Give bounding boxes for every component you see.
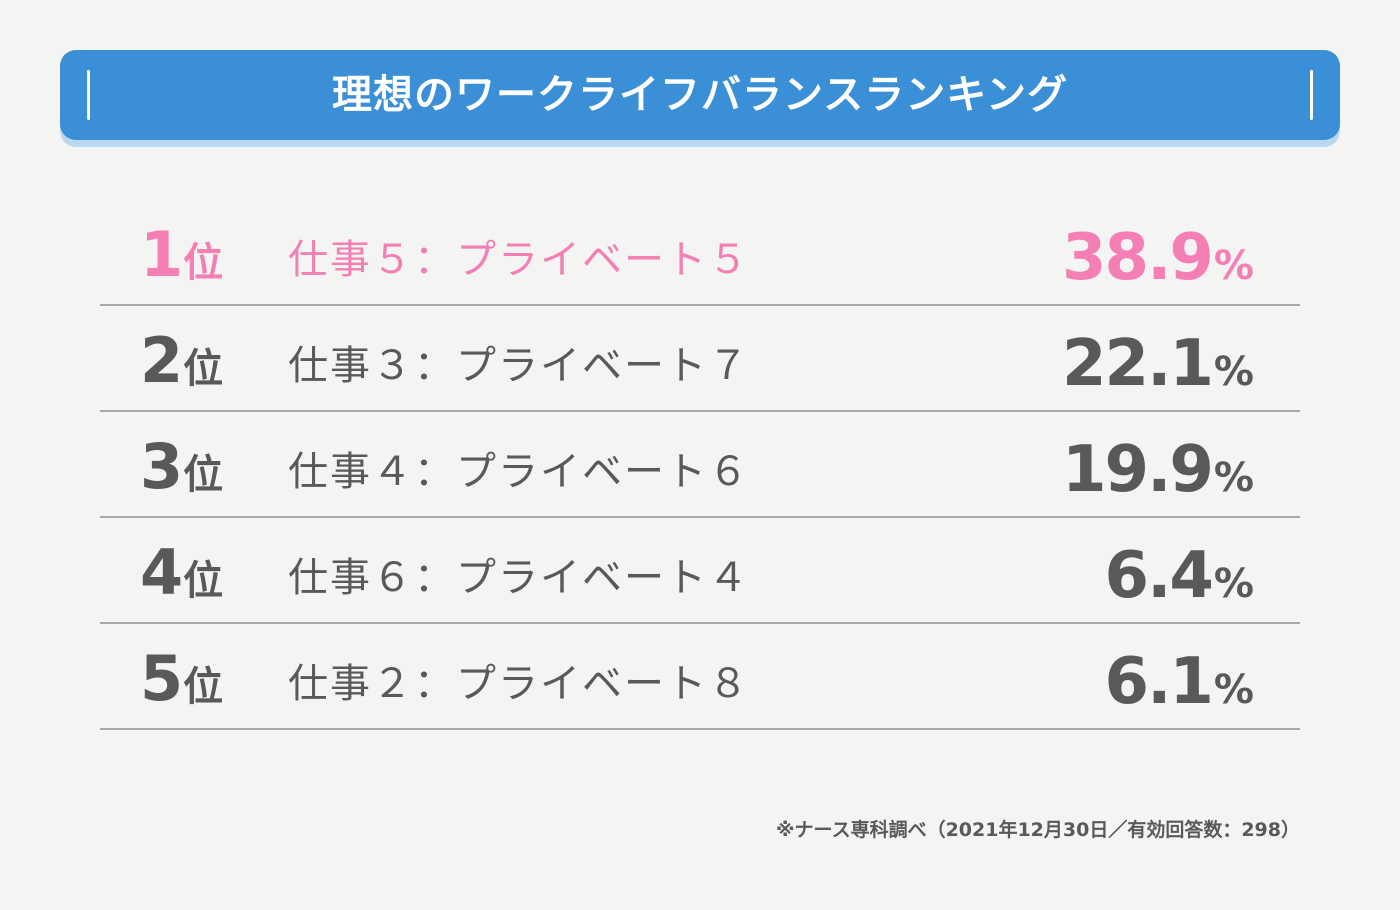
table-row: 3位 仕事４：プライベート６ 19.9% bbox=[100, 412, 1300, 518]
percent-number: 6.1 bbox=[1104, 645, 1214, 719]
rank-suffix: 位 bbox=[183, 452, 224, 498]
ratio-label: 仕事２：プライベート８ bbox=[288, 661, 750, 707]
ratio-label: 仕事４：プライベート６ bbox=[288, 449, 750, 495]
rank-label: 5位 bbox=[140, 648, 223, 710]
table-row: 2位 仕事３：プライベート７ 22.1% bbox=[100, 306, 1300, 412]
percent-value: 22.1% bbox=[1062, 332, 1254, 396]
rank-label: 4位 bbox=[140, 542, 223, 604]
rank-suffix: 位 bbox=[183, 240, 224, 286]
percent-value: 6.1% bbox=[1105, 650, 1254, 714]
rank-label: 1位 bbox=[140, 224, 223, 286]
percent-sign: % bbox=[1213, 455, 1254, 501]
rank-suffix: 位 bbox=[183, 664, 224, 710]
rank-number: 4 bbox=[140, 536, 183, 609]
chart-title: 理想のワークライフバランスランキング bbox=[332, 72, 1068, 118]
ratio-label: 仕事５：プライベート５ bbox=[288, 237, 750, 283]
table-row: 4位 仕事６：プライベート４ 6.4% bbox=[100, 518, 1300, 624]
source-footnote: ※ナース専科調べ（2021年12月30日／有効回答数：298） bbox=[776, 819, 1300, 841]
rank-number: 2 bbox=[140, 324, 183, 397]
table-row: 1位 仕事５：プライベート５ 38.9% bbox=[100, 200, 1300, 306]
ranking-table: 1位 仕事５：プライベート５ 38.9% 2位 仕事３：プライベート７ 22.1% 3位 仕事… bbox=[100, 200, 1300, 730]
rank-label: 3位 bbox=[140, 436, 223, 498]
percent-number: 19.9 bbox=[1062, 433, 1214, 507]
percent-sign: % bbox=[1213, 561, 1254, 607]
title-bar-right bbox=[1310, 70, 1313, 120]
title-bar-left bbox=[87, 70, 90, 120]
table-row: 5位 仕事２：プライベート８ 6.1% bbox=[100, 624, 1300, 730]
percent-number: 6.4 bbox=[1104, 539, 1214, 613]
rank-number: 1 bbox=[140, 218, 183, 291]
percent-number: 22.1 bbox=[1062, 327, 1214, 401]
title-banner: 理想のワークライフバランスランキング bbox=[60, 50, 1340, 140]
percent-value: 38.9% bbox=[1062, 226, 1254, 290]
rank-number: 3 bbox=[140, 430, 183, 503]
percent-sign: % bbox=[1213, 349, 1254, 395]
rank-number: 5 bbox=[140, 642, 183, 715]
percent-sign: % bbox=[1213, 243, 1254, 289]
percent-value: 19.9% bbox=[1062, 438, 1254, 502]
ratio-label: 仕事６：プライベート４ bbox=[288, 555, 750, 601]
percent-number: 38.9 bbox=[1062, 221, 1214, 295]
rank-suffix: 位 bbox=[183, 558, 224, 604]
ratio-label: 仕事３：プライベート７ bbox=[288, 343, 750, 389]
percent-value: 6.4% bbox=[1105, 544, 1254, 608]
percent-sign: % bbox=[1213, 667, 1254, 713]
rank-suffix: 位 bbox=[183, 346, 224, 392]
rank-label: 2位 bbox=[140, 330, 223, 392]
